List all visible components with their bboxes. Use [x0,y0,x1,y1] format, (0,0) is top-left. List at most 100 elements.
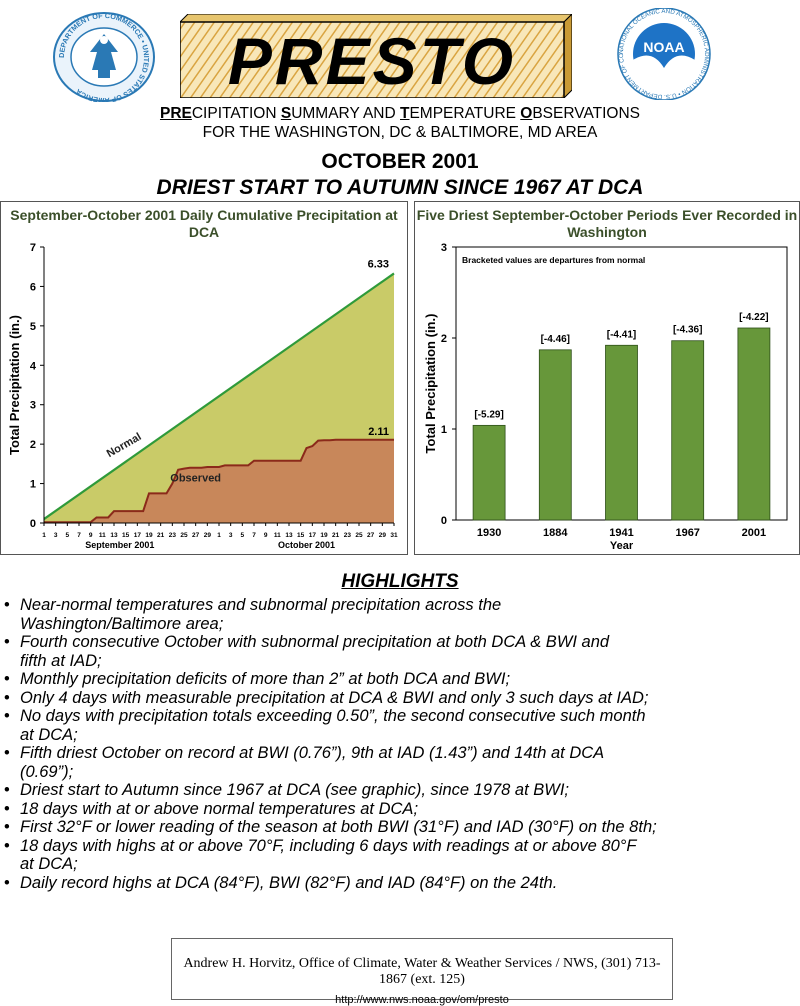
chart-1-title: September-October 2001 Daily Cumulative … [10,207,398,240]
x-tick-label: 21 [332,532,340,539]
bar-data-label: [-4.46] [541,334,570,345]
highlight-line: No days with precipitation totals exceed… [20,707,646,725]
bar-data-label: [-4.22] [739,312,768,323]
x-tick-label: 9 [264,532,268,539]
x-tick-label: 21 [157,532,165,539]
highlight-line: Driest start to Autumn since 1967 at DCA… [20,781,570,799]
observed-series-label: Observed [170,473,221,485]
x-tick-label: 27 [192,532,200,539]
month-title: OCTOBER 2001 [321,150,479,173]
x-tick-label: 1 [42,532,46,539]
y-axis-label: Total Precipitation (in.) [7,315,22,455]
highlight-line: at DCA; [20,725,78,744]
chart-note: Bracketed values are departures from nor… [462,255,645,265]
highlight-item: Fifth driest October on record at BWI (0… [0,744,800,781]
footer-contact: Andrew H. Horvitz, Office of Climate, Wa… [183,956,661,987]
highlight-line: Fourth consecutive October with subnorma… [20,633,610,651]
highlights-list: Near-normal temperatures and subnormal p… [0,596,800,892]
highlight-line: 18 days with at or above normal temperat… [20,799,419,818]
x-tick-label: 17 [309,532,317,539]
noaa-seal-icon: NATIONAL OCEANIC AND ATMOSPHERIC ADMINIS… [612,8,711,100]
observed-area [44,439,394,523]
x-tick-label: 3 [229,532,233,539]
bar [538,349,572,521]
highlight-item: No days with precipitation totals exceed… [0,707,800,744]
x-tick-label: 17 [134,532,142,539]
highlight-line: (0.69”); [20,762,74,781]
highlight-line: at DCA; [20,855,78,873]
y-tick-label: 2 [30,439,36,451]
bar-data-label: [-5.29] [474,409,503,420]
noaa-seal-label: NOAA [643,39,684,55]
highlight-item: Monthly precipitation deficits of more t… [0,670,800,689]
x-tick-label: 15 [297,532,305,539]
footer-box: Andrew H. Horvitz, Office of Climate, Wa… [171,938,673,1006]
x-tick-label: 13 [110,532,118,539]
highlight-line: 18 days with highs at or above 70°F, inc… [20,836,637,855]
footer-url[interactable]: http://www.nws.noaa.gov/om/presto [335,994,509,1006]
highlight-item: Near-normal temperatures and subnormal p… [0,596,800,633]
bar-data-label: [-4.41] [607,329,636,340]
x-tick-label: 29 [204,532,212,539]
x-tick-label: 5 [66,532,70,539]
header-line-1: PRECIPITATION SUMMARY AND TEMPERATURE OB… [159,105,641,122]
x-tick-label: 2001 [742,527,766,539]
bar [737,327,771,521]
highlight-item: Driest start to Autumn since 1967 at DCA… [0,781,800,800]
y-tick-label: 0 [441,515,447,527]
y-tick-label: 2 [441,333,447,345]
y-tick-label: 6 [30,281,36,293]
x-group-label-october: October 2001 [278,540,335,550]
x-tick-label: 11 [99,532,106,539]
x-tick-label: 1884 [543,527,568,539]
highlight-item: 18 days with highs at or above 70°F, inc… [0,837,800,874]
highlight-line: Near-normal temperatures and subnormal p… [20,596,502,614]
x-tick-label: 29 [379,532,387,539]
y-tick-label: 1 [30,479,36,491]
highlight-item: Only 4 days with measurable precipitatio… [0,689,800,708]
x-tick-label: 31 [390,532,398,539]
highlight-line: Washington/Baltimore area; [20,614,224,633]
x-tick-label: 1930 [477,527,501,539]
highlight-item: Daily record highs at DCA (84°F), BWI (8… [0,874,800,893]
header-line-2: FOR THE WASHINGTON, DC & BALTIMORE, MD A… [202,124,598,141]
highlight-line: Monthly precipitation deficits of more t… [20,670,511,688]
y-axis-label: Total Precipitation (in.) [423,314,438,454]
y-tick-label: 7 [30,242,36,254]
highlight-line: Only 4 days with measurable precipitatio… [20,688,649,707]
highlight-line: Daily record highs at DCA (84°F), BWI (8… [20,873,558,892]
bar [472,424,506,521]
highlight-item: First 32°F or lower reading of the seaso… [0,818,800,837]
highlight-line: fifth at IAD; [20,651,102,670]
y-tick-label: 3 [441,242,447,254]
highlights-title: HIGHLIGHTS [341,571,459,592]
highlight-item: Fourth consecutive October with subnorma… [0,633,800,670]
x-tick-label: 9 [89,532,93,539]
x-tick-label: 27 [367,532,375,539]
driest-periods-chart: Five Driest September-October Periods Ev… [414,201,800,555]
y-tick-label: 1 [441,424,447,436]
bar-data-label: [-4.36] [673,325,702,336]
y-tick-label: 0 [30,518,36,530]
normal-line [43,272,395,520]
x-tick-label: 11 [274,532,281,539]
x-tick-label: 7 [77,532,81,539]
x-tick-label: 25 [355,532,363,539]
x-tick-label: 19 [320,532,328,539]
x-tick-label: 7 [252,532,256,539]
observed-line [44,438,394,524]
bar [671,340,705,521]
highlight-line: Fifth driest October on record at BWI (0… [20,744,605,762]
y-tick-label: 4 [30,360,37,372]
presto-banner: PRESTO [178,12,574,100]
x-tick-label: 3 [54,532,58,539]
department-of-commerce-seal-icon: DEPARTMENT OF COMMERCE • UNITED STATES O… [53,12,155,102]
normal-end-label: 6.33 [368,258,389,270]
chart-2-title: Five Driest September-October Periods Ev… [416,207,798,240]
x-tick-label: 15 [122,532,130,539]
x-tick-label: 1941 [609,527,633,539]
x-tick-label: 5 [241,532,245,539]
x-tick-label: 1967 [675,527,699,539]
cumulative-precip-chart: September-October 2001 Daily Cumulative … [0,201,408,555]
headline-title: DRIEST START TO AUTUMN SINCE 1967 AT DCA [156,176,644,199]
